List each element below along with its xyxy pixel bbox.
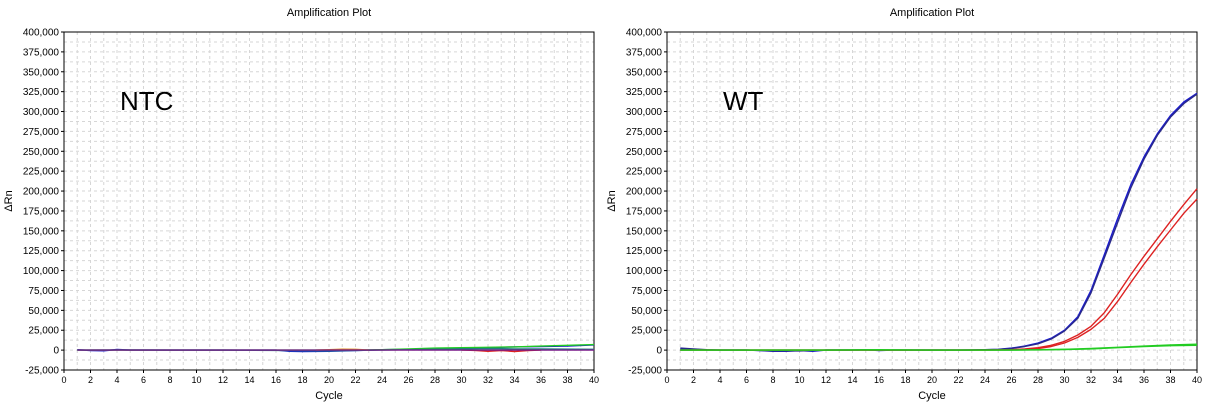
x-tick-label: 12 — [821, 375, 831, 385]
y-tick-label: 100,000 — [23, 266, 60, 277]
series-group — [77, 343, 595, 353]
y-tick-label: -25,000 — [25, 366, 59, 377]
x-tick-label: 10 — [191, 375, 201, 385]
x-axis-ticks: 0 2 4 6 8 10 12 14 16 18 20 22 24 26 28 30 32 34 36 38 40 — [664, 370, 1202, 385]
y-tick-label: 150,000 — [23, 226, 60, 237]
x-tick-label: 2 — [691, 375, 696, 385]
y-tick-label: 275,000 — [626, 127, 663, 138]
y-tick-label: 350,000 — [23, 67, 60, 78]
y-tick-label: 400,000 — [626, 28, 663, 39]
x-tick-label: 30 — [456, 375, 466, 385]
x-tick-label: 24 — [377, 375, 387, 385]
x-tick-label: 32 — [1086, 375, 1096, 385]
x-axis-ticks: 0 2 4 6 8 10 12 14 16 18 20 22 24 26 28 30 32 34 36 38 40 — [61, 370, 599, 385]
x-tick-label: 20 — [927, 375, 937, 385]
x-tick-label: 34 — [1112, 375, 1122, 385]
ntc-plot: Amplification Plot -25,000025,00050,0007… — [3, 7, 599, 402]
x-tick-label: 40 — [589, 375, 599, 385]
y-tick-label: 75,000 — [631, 286, 662, 297]
y-tick-label: 125,000 — [23, 246, 60, 257]
x-tick-label: 38 — [562, 375, 572, 385]
x-tick-label: 26 — [1006, 375, 1016, 385]
y-tick-label: 300,000 — [626, 107, 663, 118]
y-tick-label: 250,000 — [626, 147, 663, 158]
chart-title: Amplification Plot — [890, 7, 974, 19]
plot-annotation: NTC — [120, 86, 173, 116]
y-tick-label: 275,000 — [23, 127, 60, 138]
y-tick-label: -25,000 — [628, 366, 662, 377]
y-tick-label: 50,000 — [631, 306, 662, 317]
x-tick-label: 34 — [509, 375, 519, 385]
y-tick-label: 200,000 — [626, 187, 663, 198]
y-tick-label: 50,000 — [28, 306, 59, 317]
x-tick-label: 4 — [717, 375, 722, 385]
x-tick-label: 30 — [1059, 375, 1069, 385]
x-tick-label: 18 — [297, 375, 307, 385]
y-tick-label: 200,000 — [23, 187, 60, 198]
x-tick-label: 38 — [1165, 375, 1175, 385]
chart-title: Amplification Plot — [287, 7, 371, 19]
y-tick-label: 100,000 — [626, 266, 663, 277]
plot-annotation: WT — [723, 86, 764, 116]
x-tick-label: 0 — [664, 375, 669, 385]
x-tick-label: 12 — [218, 375, 228, 385]
x-axis-label: Cycle — [315, 390, 343, 402]
y-tick-label: 400,000 — [23, 28, 60, 39]
y-tick-label: 325,000 — [23, 87, 60, 98]
x-tick-label: 36 — [1139, 375, 1149, 385]
y-axis-ticks: -25,000 0 25,000 50,000 75,000 100,000 125,000… — [626, 28, 667, 377]
x-tick-label: 6 — [141, 375, 146, 385]
wt-plot: Amplification Plot -25,000025,00050,0007… — [606, 7, 1202, 402]
y-tick-label: 350,000 — [626, 67, 663, 78]
x-tick-label: 4 — [114, 375, 119, 385]
y-tick-label: 225,000 — [23, 167, 60, 178]
x-tick-label: 20 — [324, 375, 334, 385]
y-tick-label: 25,000 — [28, 326, 59, 337]
y-tick-label: 300,000 — [23, 107, 60, 118]
series-line-5 — [680, 344, 1198, 351]
x-tick-label: 32 — [483, 375, 493, 385]
x-tick-label: 22 — [953, 375, 963, 385]
y-tick-label: 175,000 — [626, 206, 663, 217]
y-tick-label: 75,000 — [28, 286, 59, 297]
x-tick-label: 14 — [244, 375, 254, 385]
y-tick-label: 25,000 — [631, 326, 662, 337]
x-tick-label: 24 — [980, 375, 990, 385]
y-axis-label: ΔRn — [3, 190, 15, 211]
y-tick-label: 375,000 — [23, 47, 60, 58]
x-tick-label: 0 — [61, 375, 66, 385]
y-tick-label: 0 — [53, 346, 59, 357]
x-tick-label: 8 — [770, 375, 775, 385]
x-tick-label: 40 — [1192, 375, 1202, 385]
y-tick-label: 0 — [656, 346, 662, 357]
y-tick-label: 250,000 — [23, 147, 60, 158]
x-tick-label: 28 — [430, 375, 440, 385]
x-tick-label: 22 — [350, 375, 360, 385]
x-tick-label: 18 — [900, 375, 910, 385]
x-tick-label: 28 — [1033, 375, 1043, 385]
y-axis-label: ΔRn — [606, 190, 618, 211]
x-tick-label: 36 — [536, 375, 546, 385]
x-axis-label: Cycle — [918, 390, 946, 402]
x-tick-label: 2 — [88, 375, 93, 385]
series-group — [680, 92, 1198, 352]
y-tick-label: 375,000 — [626, 47, 663, 58]
x-tick-label: 16 — [874, 375, 884, 385]
x-tick-label: 8 — [167, 375, 172, 385]
y-tick-label: 125,000 — [626, 246, 663, 257]
x-tick-label: 10 — [794, 375, 804, 385]
y-tick-label: 175,000 — [23, 206, 60, 217]
y-tick-label: 325,000 — [626, 87, 663, 98]
x-tick-label: 26 — [403, 375, 413, 385]
y-tick-label: 225,000 — [626, 167, 663, 178]
y-tick-label: 150,000 — [626, 226, 663, 237]
x-tick-label: 16 — [271, 375, 281, 385]
x-tick-label: 6 — [744, 375, 749, 385]
x-tick-label: 14 — [847, 375, 857, 385]
y-axis-ticks: -25,000 0 25,000 50,000 75,000 100,000 125,000… — [23, 28, 64, 377]
